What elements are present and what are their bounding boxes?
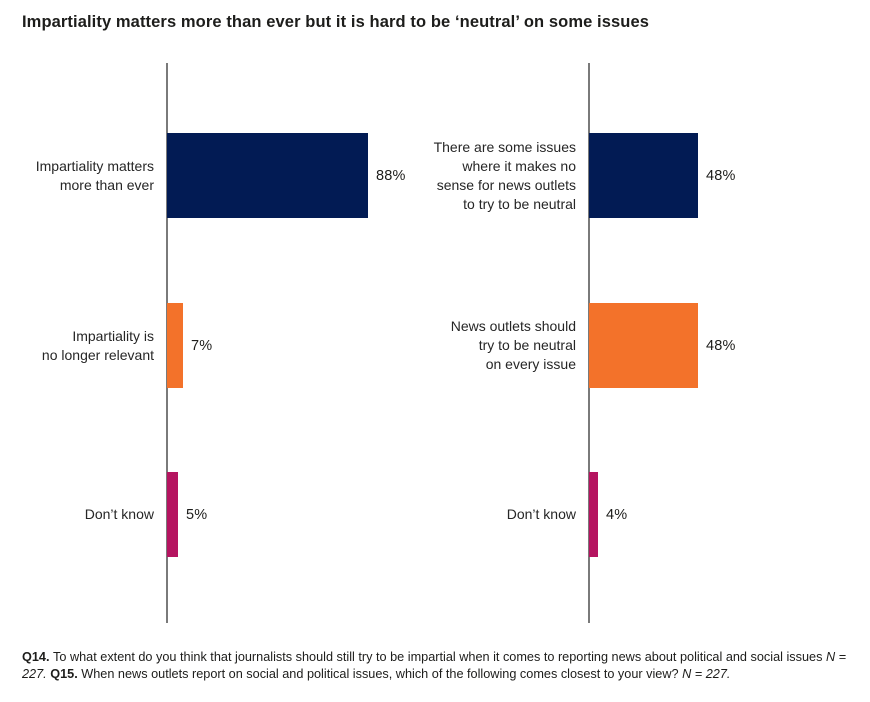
source-note-segment: N = 227. <box>22 650 847 681</box>
category-label: News outlets should try to be neutral on… <box>450 318 576 372</box>
category-label: Don’t know <box>84 506 154 522</box>
source-note-segment: Q14. <box>22 650 54 664</box>
bar <box>589 472 598 557</box>
category-label: Impartiality is no longer relevant <box>41 327 154 363</box>
y-axis-line <box>588 63 590 623</box>
value-label: 48% <box>706 337 736 354</box>
chart-area: Impartiality matters more than ever 88% Im… <box>0 63 870 623</box>
source-note-segment: Q15. <box>50 666 82 681</box>
source-note-segment: When news outlets report on social and p… <box>81 666 683 681</box>
value-label: 4% <box>606 506 628 523</box>
bar <box>589 133 698 218</box>
source-note-segment: N = 227. <box>682 666 731 681</box>
y-axis-line <box>166 63 168 623</box>
value-label: 7% <box>191 337 213 354</box>
bar <box>589 303 698 388</box>
category-label: Impartiality matters more than ever <box>35 157 154 193</box>
source-note: Q14. To what extent do you think that jo… <box>22 649 854 682</box>
value-label: 88% <box>376 167 406 184</box>
value-label: 5% <box>186 506 208 523</box>
source-note-segment: To what extent do you think that journal… <box>53 650 826 664</box>
bar <box>167 133 368 218</box>
bar <box>167 303 183 388</box>
value-label: 48% <box>706 167 736 184</box>
bar <box>167 472 178 557</box>
category-label: There are some issues where it makes no … <box>433 138 576 212</box>
chart-title: Impartiality matters more than ever but … <box>22 13 650 31</box>
category-label: Don’t know <box>506 506 576 522</box>
